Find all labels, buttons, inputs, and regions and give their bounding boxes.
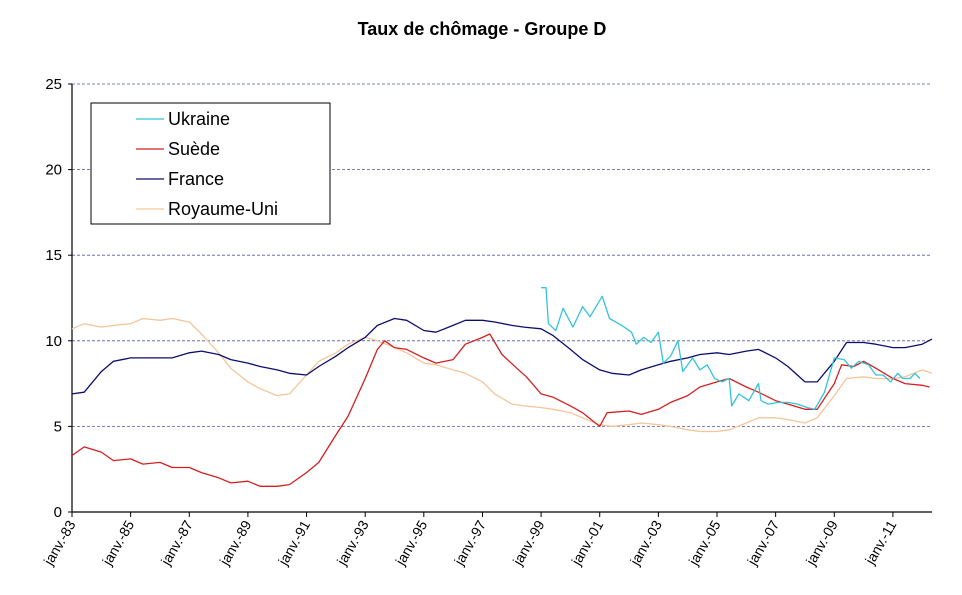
x-tick-label: janv.-03	[626, 517, 665, 568]
y-tick-label: 10	[45, 333, 62, 350]
y-tick-label: 0	[54, 504, 62, 521]
x-tick-label: janv.-85	[98, 517, 137, 568]
legend-label-ukraine: Ukraine	[168, 109, 230, 129]
x-tick-label: janv.-09	[802, 517, 841, 568]
legend: Ukraine Suède France Royaume-Uni	[90, 102, 331, 225]
x-tick-label: janv.-01	[568, 517, 607, 568]
x-tick-label: janv.-87	[157, 517, 196, 568]
series-line-su-de	[71, 333, 930, 487]
series-line-royaume-uni	[71, 317, 933, 433]
x-tick-label: janv.-11	[861, 517, 899, 567]
legend-box	[90, 102, 331, 225]
x-tick-label: janv.-93	[333, 517, 372, 568]
y-tick-label: 20	[45, 162, 62, 179]
y-tick-label: 15	[45, 247, 62, 264]
x-tick-label: janv.-07	[743, 517, 782, 568]
series-line-france	[71, 317, 933, 395]
series-line-ukraine	[541, 287, 921, 410]
x-tick-label: janv.-05	[685, 517, 724, 568]
y-tick-label: 25	[45, 76, 62, 93]
legend-label-france: France	[168, 169, 224, 189]
x-tick-label: janv.-99	[509, 517, 548, 568]
series-lines	[71, 287, 933, 487]
x-tick-label: janv.-83	[40, 517, 79, 568]
x-tick-label: janv.-89	[216, 517, 255, 568]
x-tick-label: janv.-95	[392, 517, 431, 568]
y-tick-label: 5	[54, 418, 62, 435]
legend-label-suede: Suède	[168, 139, 220, 159]
x-tick-label: janv.-97	[450, 517, 489, 568]
x-tick-label: janv.-91	[274, 517, 313, 568]
legend-label-royaume-uni: Royaume-Uni	[168, 199, 278, 219]
chart-title: Taux de chômage - Groupe D	[358, 19, 607, 39]
gridlines	[72, 83, 932, 427]
